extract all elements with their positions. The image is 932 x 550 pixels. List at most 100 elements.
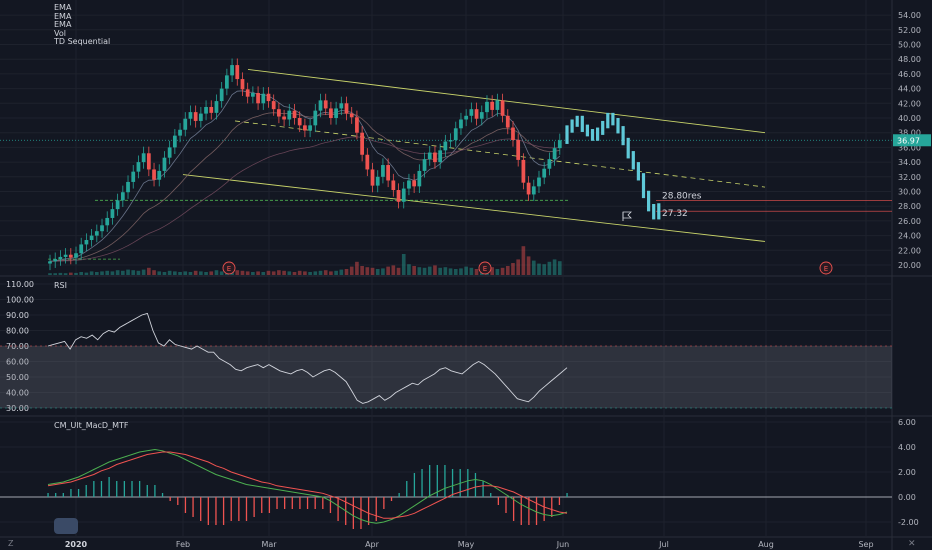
legend-ema-1[interactable]: EMA <box>54 3 72 12</box>
macd-histogram-bar <box>169 497 171 501</box>
candle-body <box>136 162 141 172</box>
resistance-label: 28.80res <box>662 191 702 201</box>
price-candle <box>53 252 58 268</box>
flag-icon <box>622 211 632 221</box>
price-candle <box>375 170 380 193</box>
volume-bar <box>147 267 151 275</box>
price-candle <box>115 193 120 216</box>
price-candle <box>505 109 510 135</box>
price-candle <box>334 101 338 125</box>
volume-bar <box>115 270 120 275</box>
projection-bar <box>596 127 600 141</box>
price-candle <box>68 248 73 265</box>
candle-body <box>84 240 89 245</box>
macd-histogram-bar <box>436 465 438 497</box>
volume-bar <box>349 266 354 275</box>
volume-bar <box>516 259 521 275</box>
price-candle <box>94 224 99 243</box>
rsi-tick-label: 110.00 <box>6 280 34 289</box>
price-candle <box>152 162 156 187</box>
price-candle <box>407 173 411 196</box>
price-candle <box>120 185 125 207</box>
price-candle <box>469 102 474 123</box>
candle-body <box>479 112 484 119</box>
volume-bar <box>240 270 245 275</box>
price-candle <box>313 104 318 132</box>
candle-body <box>105 217 110 226</box>
price-candle <box>370 162 375 193</box>
price-candle <box>74 246 78 265</box>
candle-body <box>308 125 312 131</box>
candle-body <box>277 109 281 117</box>
volume-bar <box>251 272 255 275</box>
volume-bar <box>209 271 214 275</box>
ema-line-2 <box>49 112 560 262</box>
volume-bar <box>433 265 437 275</box>
candle-body <box>146 153 151 170</box>
volume-bar <box>58 272 63 275</box>
volume-bar <box>152 270 156 275</box>
legend-vol[interactable]: Vol <box>54 28 66 38</box>
macd-histogram-bar <box>70 489 72 497</box>
legend-ema-3[interactable]: EMA <box>54 20 72 29</box>
rsi-tick-label: 50.00 <box>6 373 29 382</box>
current-price-label: 36.97 <box>897 136 920 145</box>
candle-body <box>240 79 245 90</box>
candle-body <box>360 132 364 155</box>
macd-histogram-bar <box>138 481 141 497</box>
candle-body <box>349 113 354 118</box>
macd-histogram-bar <box>482 481 484 497</box>
candle-body <box>334 108 338 118</box>
price-candle <box>79 237 84 260</box>
candle-body <box>323 100 328 109</box>
price-candle <box>495 93 500 117</box>
candle-body <box>511 127 515 141</box>
price-candle <box>157 164 162 187</box>
time-tick-label: Apr <box>365 540 380 549</box>
price-candle <box>464 109 469 127</box>
volume-bar <box>500 267 505 275</box>
price-candle <box>531 179 536 202</box>
candle-body <box>391 180 396 191</box>
candle-body <box>433 152 437 163</box>
price-candle <box>235 58 240 86</box>
candle-body <box>251 93 255 97</box>
candle-body <box>256 93 260 104</box>
candle-body <box>141 153 146 163</box>
candle-body <box>526 182 531 195</box>
ema-line-1 <box>49 90 561 262</box>
candle-body <box>537 177 541 187</box>
volume-bar <box>214 270 219 275</box>
macd-histogram-bar <box>93 481 95 497</box>
price-tick-label: 20.00 <box>898 261 921 270</box>
time-tick-label: Jul <box>658 540 669 549</box>
price-candle <box>490 95 495 117</box>
price-candle <box>256 86 260 110</box>
tradingview-logo-icon[interactable] <box>54 518 78 534</box>
projection-bar <box>611 112 615 126</box>
volume-bar <box>557 261 562 275</box>
candle-body <box>381 165 385 177</box>
price-candle <box>89 228 94 247</box>
candle-body <box>485 101 489 113</box>
candle-body <box>339 103 344 109</box>
volume-bar <box>344 269 349 275</box>
macd-panel-label[interactable]: CM_Ult_MacD_MTF <box>54 421 129 430</box>
earnings-badge-label: E <box>483 265 487 273</box>
projection-bar <box>585 124 589 137</box>
candle-body <box>224 75 229 89</box>
candle-body <box>94 231 99 236</box>
legend-td-sequential[interactable]: TD Sequential <box>54 37 111 46</box>
projection-bar <box>616 118 620 134</box>
candle-body <box>396 190 401 202</box>
candle-body <box>292 110 297 118</box>
price-tick-label: 42.00 <box>898 99 921 108</box>
volume-bar <box>193 270 198 275</box>
volume-bar <box>412 266 416 275</box>
legend-ema-2[interactable]: EMA <box>54 11 72 21</box>
price-candle <box>277 102 281 124</box>
rsi-panel-label[interactable]: RSI <box>54 281 67 290</box>
macd-histogram-bar <box>245 497 248 521</box>
volume-bar <box>308 272 312 275</box>
